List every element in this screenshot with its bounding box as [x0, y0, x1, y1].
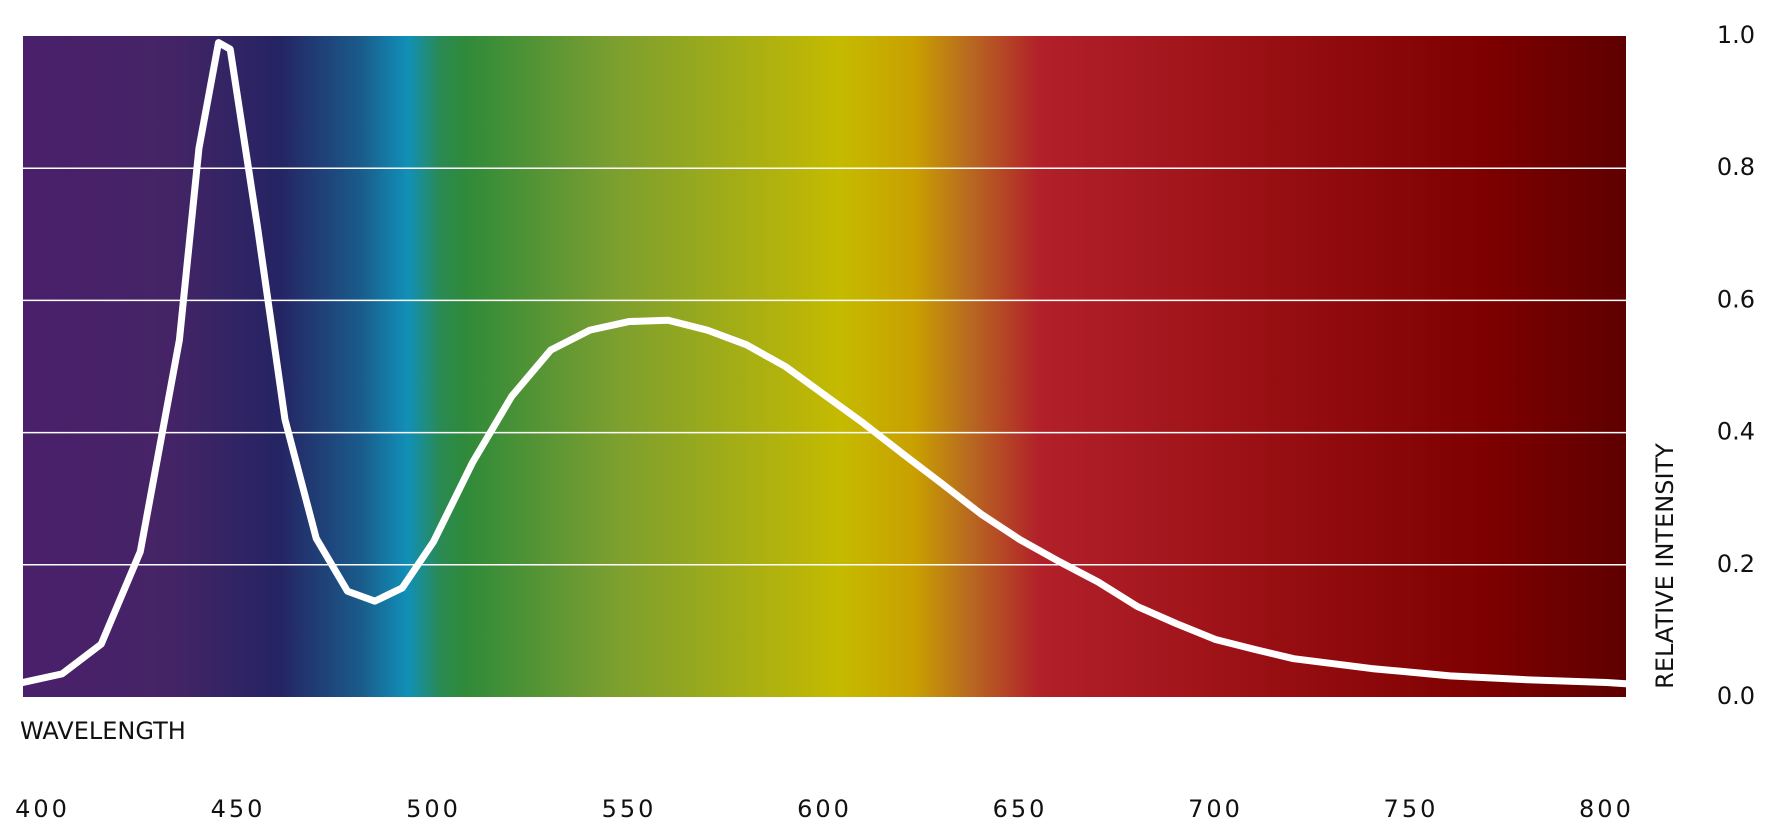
y-axis-label: RELATIVE INTENSITY: [1651, 443, 1679, 689]
x-tick-label: 650: [993, 795, 1048, 823]
x-tick-label: 550: [602, 795, 657, 823]
x-axis-label: WAVELENGTH: [20, 717, 186, 745]
x-tick-label: 800: [1579, 795, 1634, 823]
x-tick-label: 450: [211, 795, 266, 823]
y-tick-label: 0.0: [1717, 682, 1755, 710]
y-tick-label: 0.4: [1717, 418, 1755, 446]
y-tick-label: 1.0: [1717, 21, 1755, 49]
intensity-line: [19, 39, 1630, 688]
y-tick-label: 0.6: [1717, 285, 1755, 313]
x-tick-label: 500: [406, 795, 461, 823]
spectrum-background: [23, 36, 1626, 697]
x-tick-label: 750: [1384, 795, 1439, 823]
y-tick-label: 0.8: [1717, 153, 1755, 181]
x-tick-label: 400: [15, 795, 70, 823]
y-tick-label: 0.2: [1717, 550, 1755, 578]
x-tick-label: 600: [797, 795, 852, 823]
x-tick-label: 700: [1188, 795, 1243, 823]
